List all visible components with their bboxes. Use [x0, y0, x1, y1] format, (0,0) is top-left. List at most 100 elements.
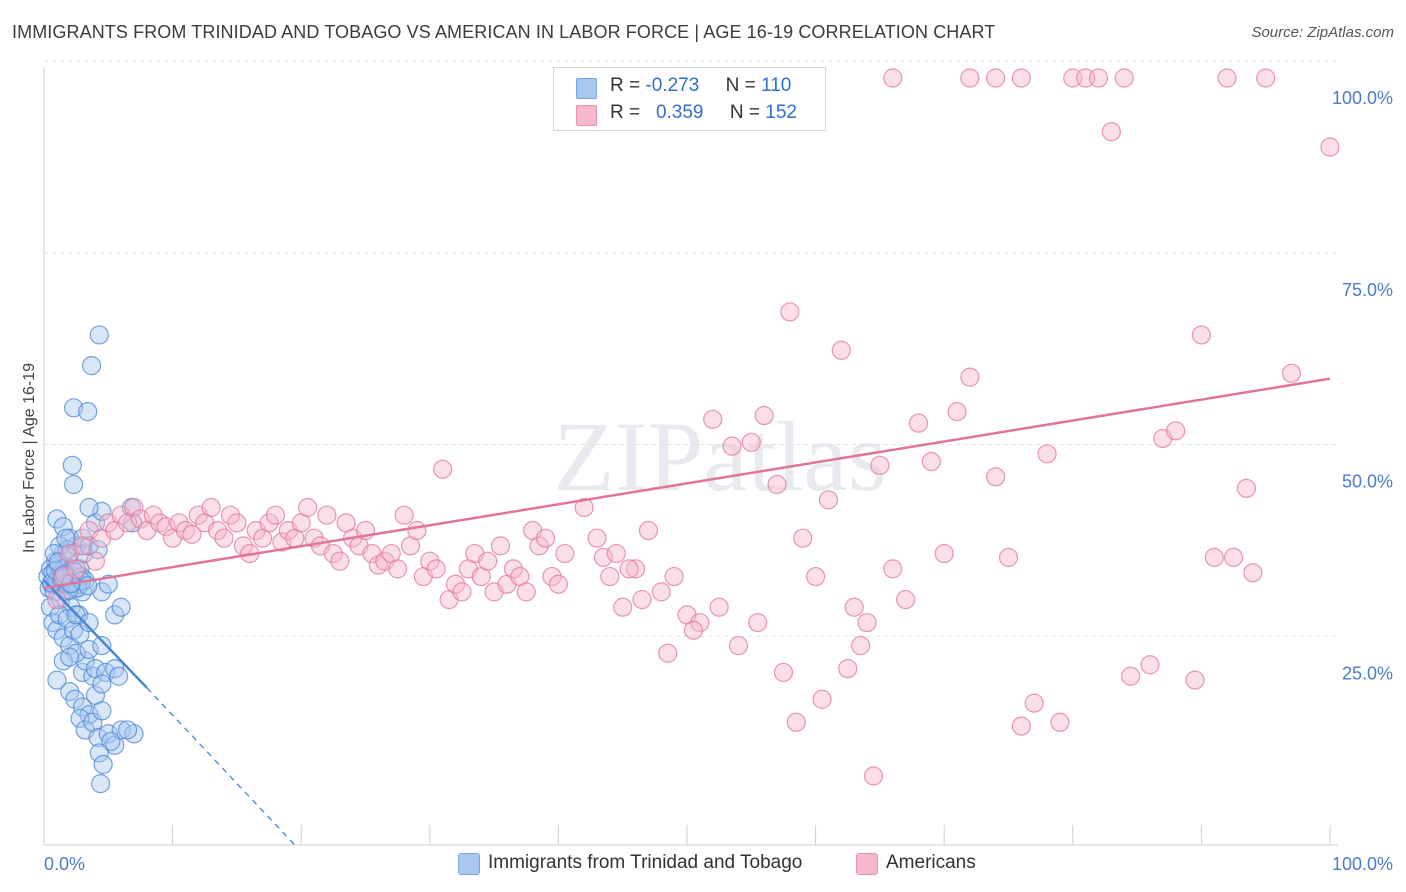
point-americans: [960, 68, 980, 88]
point-americans: [883, 68, 903, 88]
point-americans: [169, 513, 189, 533]
trend-line-immigrants-extension: [146, 687, 296, 846]
point-americans: [658, 643, 678, 663]
point-americans: [47, 589, 67, 610]
point-americans: [851, 635, 871, 656]
point-americans: [426, 559, 446, 579]
point-americans: [722, 436, 742, 456]
point-immigrants: [72, 528, 93, 548]
r-label: R =: [610, 102, 641, 123]
point-americans: [863, 766, 884, 786]
point-americans: [883, 559, 903, 579]
point-americans: [1166, 421, 1186, 441]
point-americans: [1256, 68, 1276, 88]
stats-text-americans: R = 0.359 N = 152: [610, 102, 797, 124]
point-americans: [896, 589, 916, 610]
point-americans: [265, 505, 286, 525]
point-americans: [1243, 563, 1263, 583]
point-americans: [529, 536, 549, 556]
point-immigrants: [111, 597, 131, 617]
point-americans: [741, 432, 761, 452]
point-americans: [1191, 325, 1212, 345]
point-americans: [780, 302, 800, 322]
point-americans: [143, 505, 163, 525]
point-americans: [445, 574, 466, 594]
point-americans: [452, 582, 472, 602]
point-americans: [728, 635, 749, 656]
legend-swatch-americans: [576, 105, 597, 126]
y-tick-labels: 25.0% 50.0% 75.0% 100.0%: [1332, 88, 1393, 683]
point-americans: [1037, 444, 1057, 464]
point-immigrants: [70, 708, 90, 729]
y-tick-label: 75.0%: [1342, 280, 1393, 300]
point-americans: [548, 574, 569, 594]
point-americans: [1320, 137, 1340, 157]
point-immigrants: [105, 605, 125, 625]
point-americans: [227, 513, 247, 533]
point-americans: [831, 340, 851, 360]
point-immigrants: [89, 743, 109, 763]
point-immigrants: [92, 674, 112, 694]
point-immigrants: [92, 635, 112, 656]
point-americans: [844, 597, 864, 617]
point-americans: [767, 474, 787, 495]
point-immigrants: [92, 501, 112, 521]
point-immigrants: [72, 697, 93, 717]
point-americans: [793, 528, 813, 548]
point-americans: [587, 528, 607, 548]
y-tick-label: 100.0%: [1332, 88, 1393, 108]
point-immigrants: [79, 497, 99, 518]
point-americans: [960, 367, 980, 387]
point-americans: [986, 467, 1006, 487]
point-americans: [986, 68, 1006, 88]
stats-legend: R = -0.273 N = 110 R = 0.359 N = 152: [553, 67, 826, 131]
point-americans: [420, 551, 440, 571]
r-value: -0.273: [645, 75, 700, 96]
point-immigrants: [72, 662, 93, 683]
point-americans: [683, 620, 704, 640]
point-immigrants: [88, 728, 108, 748]
point-immigrants: [89, 325, 109, 345]
point-americans: [593, 547, 614, 567]
n-value: 152: [765, 102, 797, 123]
legend-label-americans: Americans: [886, 852, 976, 873]
point-americans: [998, 547, 1019, 567]
point-americans: [1101, 122, 1121, 142]
point-immigrants: [93, 754, 113, 775]
point-americans: [201, 497, 221, 518]
point-americans: [66, 559, 86, 579]
point-americans: [1140, 655, 1160, 675]
n-label: N =: [725, 75, 756, 96]
point-immigrants: [65, 689, 85, 709]
point-americans: [703, 409, 723, 429]
point-americans: [323, 543, 343, 564]
point-americans: [516, 582, 536, 602]
point-immigrants: [92, 582, 112, 602]
x-tick-label: 0.0%: [44, 854, 85, 874]
point-americans: [490, 536, 511, 556]
point-americans: [1217, 68, 1237, 88]
point-immigrants: [90, 774, 111, 794]
point-immigrants: [92, 701, 112, 721]
x-tick-label: 100.0%: [1332, 854, 1393, 874]
point-americans: [709, 597, 729, 617]
trend-line-americans: [43, 377, 1331, 590]
point-americans: [535, 528, 556, 548]
point-immigrants: [63, 474, 84, 495]
data-points: [38, 68, 1340, 794]
point-americans: [600, 566, 620, 587]
point-immigrants: [81, 356, 102, 376]
point-americans: [407, 520, 427, 541]
point-americans: [1011, 716, 1031, 736]
trend-line-immigrants: [43, 579, 148, 689]
point-americans: [632, 589, 652, 610]
point-americans: [1024, 693, 1044, 713]
trend-lines: [43, 377, 1331, 846]
point-americans: [638, 520, 659, 541]
point-americans: [317, 505, 337, 525]
point-americans: [574, 497, 594, 518]
point-americans: [1011, 68, 1031, 88]
point-americans: [124, 497, 144, 518]
point-americans: [651, 582, 671, 602]
